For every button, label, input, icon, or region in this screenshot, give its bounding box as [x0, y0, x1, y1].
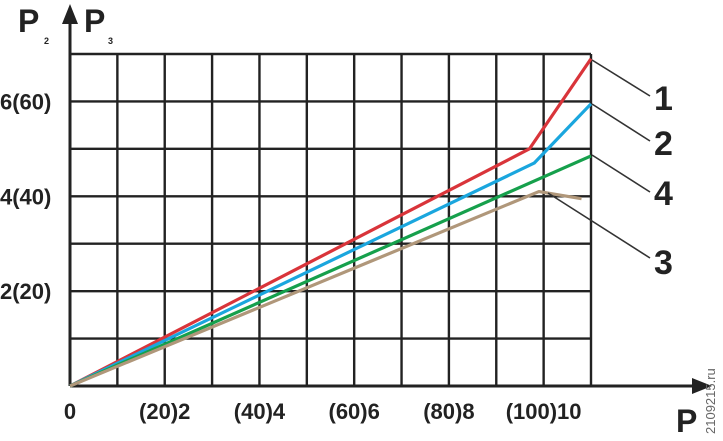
leader-line-4 — [591, 154, 651, 193]
series-label-4: 4 — [654, 175, 673, 213]
series-group: 1 2 4 3 — [69, 57, 673, 388]
leader-line-1 — [591, 59, 651, 97]
y-tick-label: 4(40) — [0, 184, 51, 209]
x-axis-arrow — [692, 378, 712, 394]
series-line-1 — [69, 57, 593, 388]
x-tick-label: (80)8 — [423, 399, 474, 424]
watermark: 2109215.ru — [703, 368, 718, 434]
grid — [70, 52, 593, 386]
y-axis-title: P — [18, 3, 39, 39]
series-line-4 — [69, 154, 592, 388]
series-label-1: 1 — [654, 80, 673, 118]
y-tick-label: 2(20) — [0, 279, 51, 304]
series-line-2 — [69, 102, 593, 388]
series-label-2: 2 — [654, 125, 673, 163]
y-tick-label: 6(60) — [0, 89, 51, 114]
leader-line-3 — [547, 192, 651, 259]
y-axis-subscript-right: 3 — [108, 36, 113, 46]
x-axis-title: P — [676, 403, 697, 439]
x-tick-label: (100)10 — [506, 399, 582, 424]
y-axis-arrow — [62, 4, 78, 24]
x-tick-label: (40)4 — [234, 399, 286, 424]
axes — [62, 4, 712, 394]
y-axis-title-2: P — [84, 3, 105, 39]
x-tick-label: (60)6 — [329, 399, 380, 424]
leader-line-2 — [591, 103, 651, 142]
leader-lines — [547, 59, 651, 259]
tick-labels: 0 (20)2 (40)4 (60)6 (80)8 (100)10 2(20) 4(40) 6(… — [0, 89, 582, 424]
series-label-3: 3 — [654, 244, 673, 282]
x-tick-label: 0 — [64, 399, 76, 424]
x-tick-label: (20)2 — [139, 399, 190, 424]
series-line-3 — [69, 189, 582, 388]
y-axis-subscript-left: 2 — [44, 36, 49, 46]
